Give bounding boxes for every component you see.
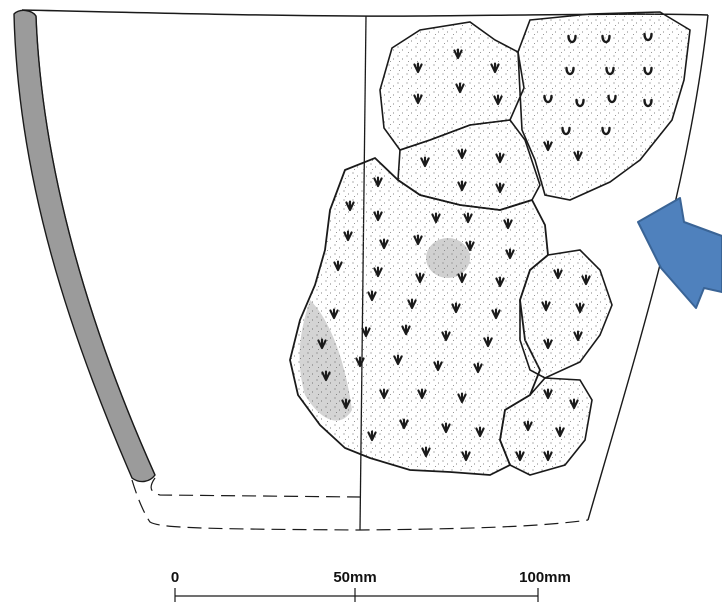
wall-section [13, 9, 156, 483]
scale-label-0: 0 [171, 569, 179, 586]
sherd-upper-right [517, 11, 691, 201]
sherd-right-side [519, 249, 613, 379]
scale-label-100: 100mm [519, 569, 571, 586]
reconstructed-base-dashed-outer [131, 479, 589, 531]
sherd-lower-right [499, 377, 593, 476]
scale-bar: 0 50mm 100mm [171, 569, 571, 602]
sherd-shading [426, 238, 470, 278]
inner-profile-line [35, 15, 156, 476]
reconstructed-base-dashed [150, 477, 361, 498]
arrow-left-icon [637, 197, 722, 309]
sherd-fragments [289, 11, 691, 476]
scale-label-50: 50mm [333, 569, 376, 586]
sherd-shading-lower [299, 300, 352, 421]
